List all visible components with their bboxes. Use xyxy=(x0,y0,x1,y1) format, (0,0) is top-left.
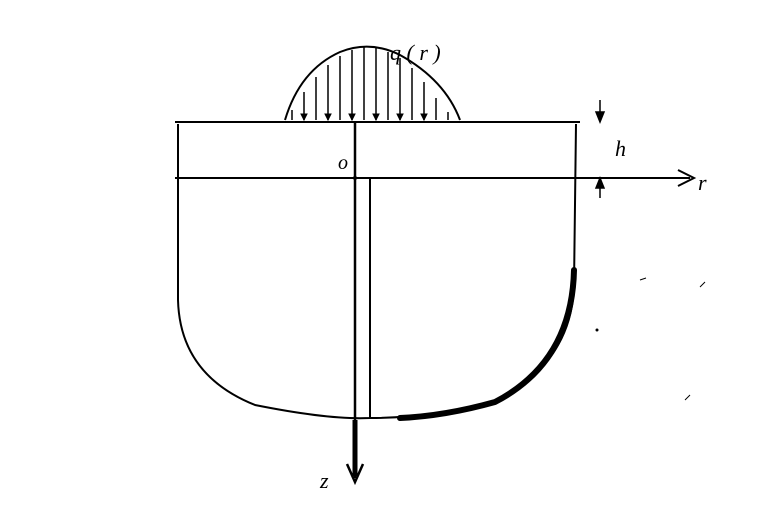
origin-point xyxy=(353,176,357,180)
label-z-axis: z xyxy=(320,468,329,494)
label-r-axis: r xyxy=(698,170,707,196)
diagram-svg xyxy=(0,0,773,515)
label-h: h xyxy=(615,136,626,162)
dimension-h xyxy=(596,100,604,198)
scan-artifacts xyxy=(596,278,705,400)
label-origin: o xyxy=(338,152,348,175)
hull-outline-right xyxy=(370,124,576,418)
label-load: q ( r ) xyxy=(390,40,441,66)
hull-thick-edge xyxy=(400,270,574,418)
